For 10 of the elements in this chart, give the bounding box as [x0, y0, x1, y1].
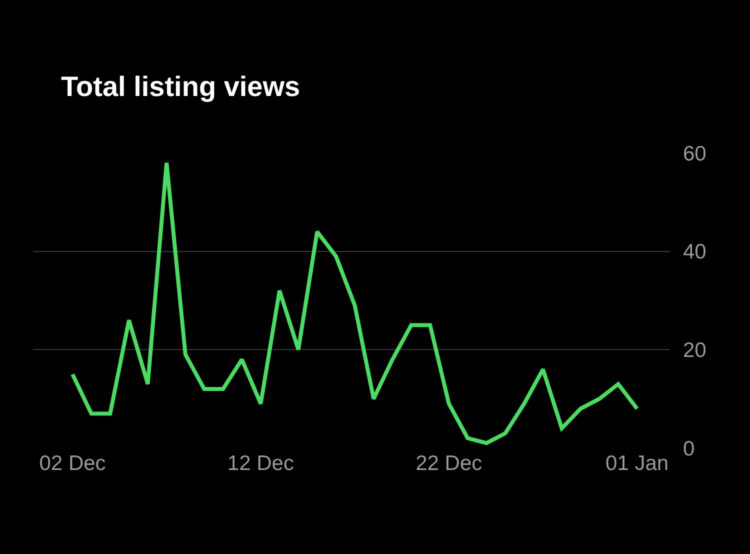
x-tick-label: 01 Jan: [606, 452, 669, 475]
x-tick-label: 22 Dec: [416, 452, 482, 475]
x-tick-label: 12 Dec: [227, 452, 294, 475]
y-tick-label: 0: [683, 437, 695, 460]
y-tick-label: 20: [683, 339, 706, 362]
chart-title: Total listing views: [61, 70, 300, 102]
x-tick-label: 02 Dec: [39, 452, 106, 475]
y-tick-label: 40: [683, 240, 706, 264]
y-tick-label: 60: [683, 142, 706, 166]
line-series: [70, 160, 640, 446]
